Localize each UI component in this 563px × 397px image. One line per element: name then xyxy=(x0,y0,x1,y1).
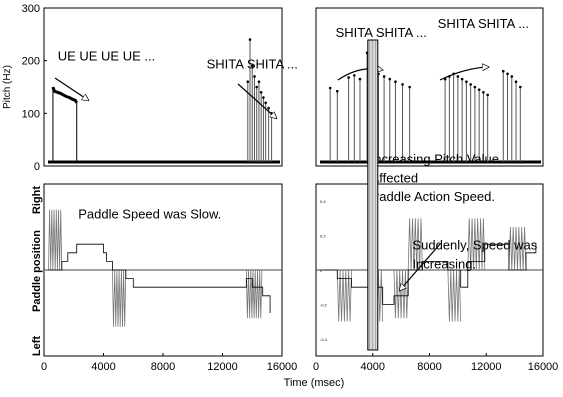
paddle-ytick-label: 0 xyxy=(320,268,323,273)
pitch-spike-point xyxy=(353,74,356,77)
paddle-xtick-label: 0 xyxy=(313,361,319,373)
pitch-annotation: SHITA SHITA ... xyxy=(336,25,427,40)
pitch-annotation: UE UE UE UE ... xyxy=(58,49,156,64)
pitch-spike-point xyxy=(510,75,514,78)
pitch-spike-point xyxy=(358,77,362,81)
pitch-spike-point xyxy=(248,38,252,41)
pitch-spike-point xyxy=(335,89,339,93)
paddle-annotation: Affected xyxy=(371,170,418,185)
tick-labels: 0 100 200 300 0 4000 8000 12000 16000 0 4000 8000 12… xyxy=(22,3,559,373)
pitch-spike-point xyxy=(456,75,460,78)
pitch-spike-point xyxy=(262,96,265,99)
pitch-spike-point xyxy=(382,75,386,78)
paddle-step-trace xyxy=(323,243,537,305)
pitch-ylabel: Pitch (Hz) xyxy=(2,65,13,109)
pitch-ytick-label: 0 xyxy=(34,161,40,173)
paddle-ylabel: Paddle position xyxy=(31,230,43,312)
pitch-spike-point xyxy=(246,80,250,84)
paddle-ylabel-bottom: Left xyxy=(31,336,43,357)
paddle-xtick-label: 16000 xyxy=(267,361,298,373)
paddle-oscillation xyxy=(393,269,409,319)
pitch-spike-point xyxy=(255,85,259,89)
paddle-xtick-label: 4000 xyxy=(91,361,115,373)
arrow-ue xyxy=(54,77,88,100)
arrow-shita-right-1 xyxy=(337,69,382,81)
pitch-right-plot xyxy=(320,51,541,164)
pitch-annotation: SHITA SHITA ... xyxy=(438,16,529,31)
pitch-ytick-label: 300 xyxy=(22,3,40,15)
pitch-spike-point xyxy=(250,64,254,68)
pitch-spike-point xyxy=(460,77,464,81)
paddle-xtick-label: 8000 xyxy=(151,361,175,373)
pitch-spike-point xyxy=(408,85,411,89)
pitch-spike-point xyxy=(388,77,392,81)
xlabel: Time (msec) xyxy=(284,377,345,389)
paddle-xtick-label: 16000 xyxy=(528,361,559,373)
pitch-spike-point xyxy=(519,85,522,89)
paddle-ytick-label: -0.4 xyxy=(320,337,328,342)
pitch-ytick-label: 200 xyxy=(22,56,40,68)
paddle-annotation: Paddle Action Speed. xyxy=(371,189,495,204)
pitch-left-plot xyxy=(48,38,280,164)
paddle-oscillation xyxy=(447,269,462,322)
pitch-spike-point xyxy=(514,80,518,84)
panel-pitch-left-frame xyxy=(43,7,283,167)
highlight-band xyxy=(367,39,379,351)
pitch-spike-point xyxy=(328,86,332,90)
pitch-spike-point xyxy=(482,90,485,94)
paddle-oscillation xyxy=(407,218,423,271)
pitch-ytick-label: 100 xyxy=(22,108,40,120)
pitch-spike-point xyxy=(253,75,256,78)
paddle-annotation: Increasing Pitch Value xyxy=(371,151,499,166)
annotations: UE UE UE UE ... SHITA SHITA ... SHITA SHIT… xyxy=(54,16,538,290)
pitch-spike-point xyxy=(267,106,270,110)
paddle-right-plot xyxy=(316,218,543,322)
pitch-annotation: SHITA SHITA ... xyxy=(207,57,298,72)
paddle-xtick-label: 0 xyxy=(41,361,47,373)
arrow-suddenly xyxy=(400,243,441,290)
pitch-spike-point xyxy=(264,101,267,105)
pitch-spike-point xyxy=(257,80,261,84)
panel-pitch-right-frame xyxy=(315,7,544,167)
paddle-oscillation xyxy=(467,218,486,271)
paddle-left-plot xyxy=(44,209,282,327)
paddle-ylabel-top: Right xyxy=(31,186,43,214)
paddle-oscillation xyxy=(245,269,263,319)
paddle-ytick-label: 0.4 xyxy=(320,199,326,204)
pitch-spike-point xyxy=(506,72,509,76)
pitch-spike-point xyxy=(465,80,468,84)
pitch-series-line xyxy=(51,86,78,104)
pitch-spike-point xyxy=(394,80,397,84)
paddle-xtick-label: 12000 xyxy=(471,361,502,373)
pitch-spike-point xyxy=(473,85,477,89)
paddle-ytick-label: 0.2 xyxy=(320,234,326,239)
arrow-shita-right-2 xyxy=(439,67,488,81)
pitch-spike-point xyxy=(501,69,505,73)
paddle-xtick-label: 12000 xyxy=(207,361,238,373)
paddle-oscillation xyxy=(112,269,127,327)
paddle-annotation: Increasing. xyxy=(412,256,476,271)
pitch-spike-point xyxy=(477,88,481,91)
paddle-annotation: Paddle Speed was Slow. xyxy=(78,206,221,221)
pitch-spike-point xyxy=(486,93,489,97)
paddle-ytick-label: -0.2 xyxy=(320,302,328,307)
pitch-spike-point xyxy=(259,90,263,94)
paddle-oscillation xyxy=(48,209,63,271)
arrow-shita-left xyxy=(237,83,276,118)
paddle-xtick-label: 4000 xyxy=(361,361,385,373)
pitch-spike-point xyxy=(469,83,472,86)
paddle-xtick-label: 8000 xyxy=(417,361,441,373)
pitch-spike-point xyxy=(347,76,350,79)
pitch-spike-point xyxy=(401,83,404,86)
paddle-oscillation xyxy=(336,269,352,322)
paddle-step-trace xyxy=(48,243,271,313)
paddle-annotation: Suddenly, Speed was xyxy=(412,237,537,252)
